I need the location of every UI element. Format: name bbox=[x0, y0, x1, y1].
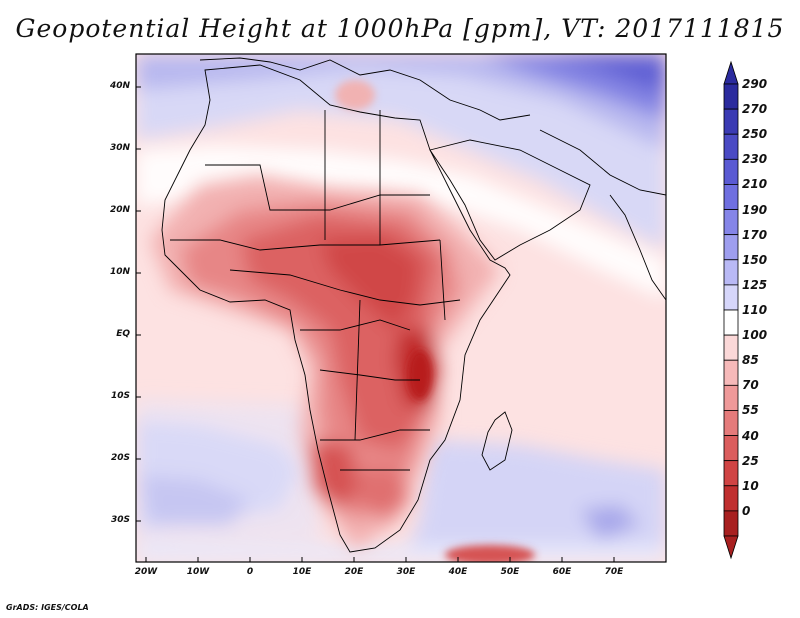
height-field bbox=[136, 54, 666, 562]
lon-label: 50E bbox=[500, 567, 520, 577]
colorbar-label: 150 bbox=[742, 252, 768, 267]
colorbar-swatch bbox=[723, 485, 739, 512]
colorbar-swatch bbox=[723, 510, 739, 537]
colorbar-top-arrow bbox=[723, 60, 739, 85]
colorbar-label: 210 bbox=[742, 177, 768, 192]
colorbar-label: 55 bbox=[742, 403, 759, 418]
coastlines bbox=[161, 57, 666, 553]
colorbar-swatch bbox=[723, 435, 739, 462]
colorbar-label: 270 bbox=[742, 102, 768, 117]
colorbar-label: 85 bbox=[742, 353, 759, 368]
lat-label: 10N bbox=[109, 267, 130, 277]
lat-label: 20S bbox=[110, 453, 130, 463]
colorbar-bottom-arrow bbox=[723, 535, 739, 560]
colorbar-swatch bbox=[723, 460, 739, 487]
colorbar-label: 190 bbox=[742, 202, 768, 217]
colorbar-swatch bbox=[723, 384, 739, 411]
lat-label: 30S bbox=[110, 515, 130, 525]
lat-label: 30N bbox=[109, 143, 130, 153]
lon-label: 10W bbox=[186, 567, 210, 577]
colorbar-label: 290 bbox=[742, 77, 768, 91]
lon-label: 70E bbox=[604, 567, 624, 577]
lon-label: 0 bbox=[246, 567, 254, 577]
credit-text: GrADS: IGES/COLA bbox=[6, 603, 89, 612]
map-title: Geopotential Height at 1000hPa [gpm], VT… bbox=[15, 14, 785, 43]
colorbar-swatch bbox=[723, 83, 739, 110]
colorbar-swatch bbox=[723, 108, 739, 135]
colorbar-swatch bbox=[723, 334, 739, 361]
colorbar-swatch bbox=[723, 158, 739, 185]
map-frame bbox=[135, 53, 667, 563]
lat-label: 10S bbox=[110, 391, 130, 401]
colorbar-label: 250 bbox=[742, 127, 768, 142]
colorbar-label: 40 bbox=[742, 428, 759, 443]
colorbar-swatch bbox=[723, 359, 739, 386]
colorbar-label: 100 bbox=[742, 328, 768, 343]
lon-label: 20E bbox=[344, 567, 364, 577]
colorbar-label: 170 bbox=[742, 227, 768, 242]
colorbar-swatch bbox=[723, 133, 739, 160]
colorbar-label: 110 bbox=[742, 303, 768, 317]
lat-label: 20N bbox=[109, 205, 130, 215]
lon-label: 10E bbox=[292, 567, 312, 577]
colorbar-label: 10 bbox=[742, 478, 759, 493]
colorbar-swatch bbox=[723, 234, 739, 261]
colorbar-label: 0 bbox=[742, 503, 751, 518]
colorbar bbox=[723, 60, 739, 560]
colorbar-swatch bbox=[723, 184, 739, 210]
colorbar-swatch bbox=[723, 410, 739, 436]
lat-label: EQ bbox=[116, 329, 130, 339]
colorbar-label: 25 bbox=[742, 453, 759, 468]
colorbar-label: 230 bbox=[742, 152, 768, 167]
lon-label: 20W bbox=[134, 567, 158, 577]
colorbar-swatch bbox=[723, 259, 739, 286]
axis-ticks bbox=[136, 86, 615, 562]
lon-label: 40E bbox=[448, 567, 468, 577]
colorbar-label: 70 bbox=[742, 378, 759, 393]
colorbar-label: 125 bbox=[742, 277, 768, 292]
lon-label: 30E bbox=[396, 567, 416, 577]
colorbar-swatch bbox=[723, 209, 739, 236]
colorbar-swatch bbox=[723, 309, 739, 336]
lon-label: 60E bbox=[552, 567, 572, 577]
lat-label: 40N bbox=[109, 81, 130, 91]
colorbar-swatch bbox=[723, 284, 739, 311]
